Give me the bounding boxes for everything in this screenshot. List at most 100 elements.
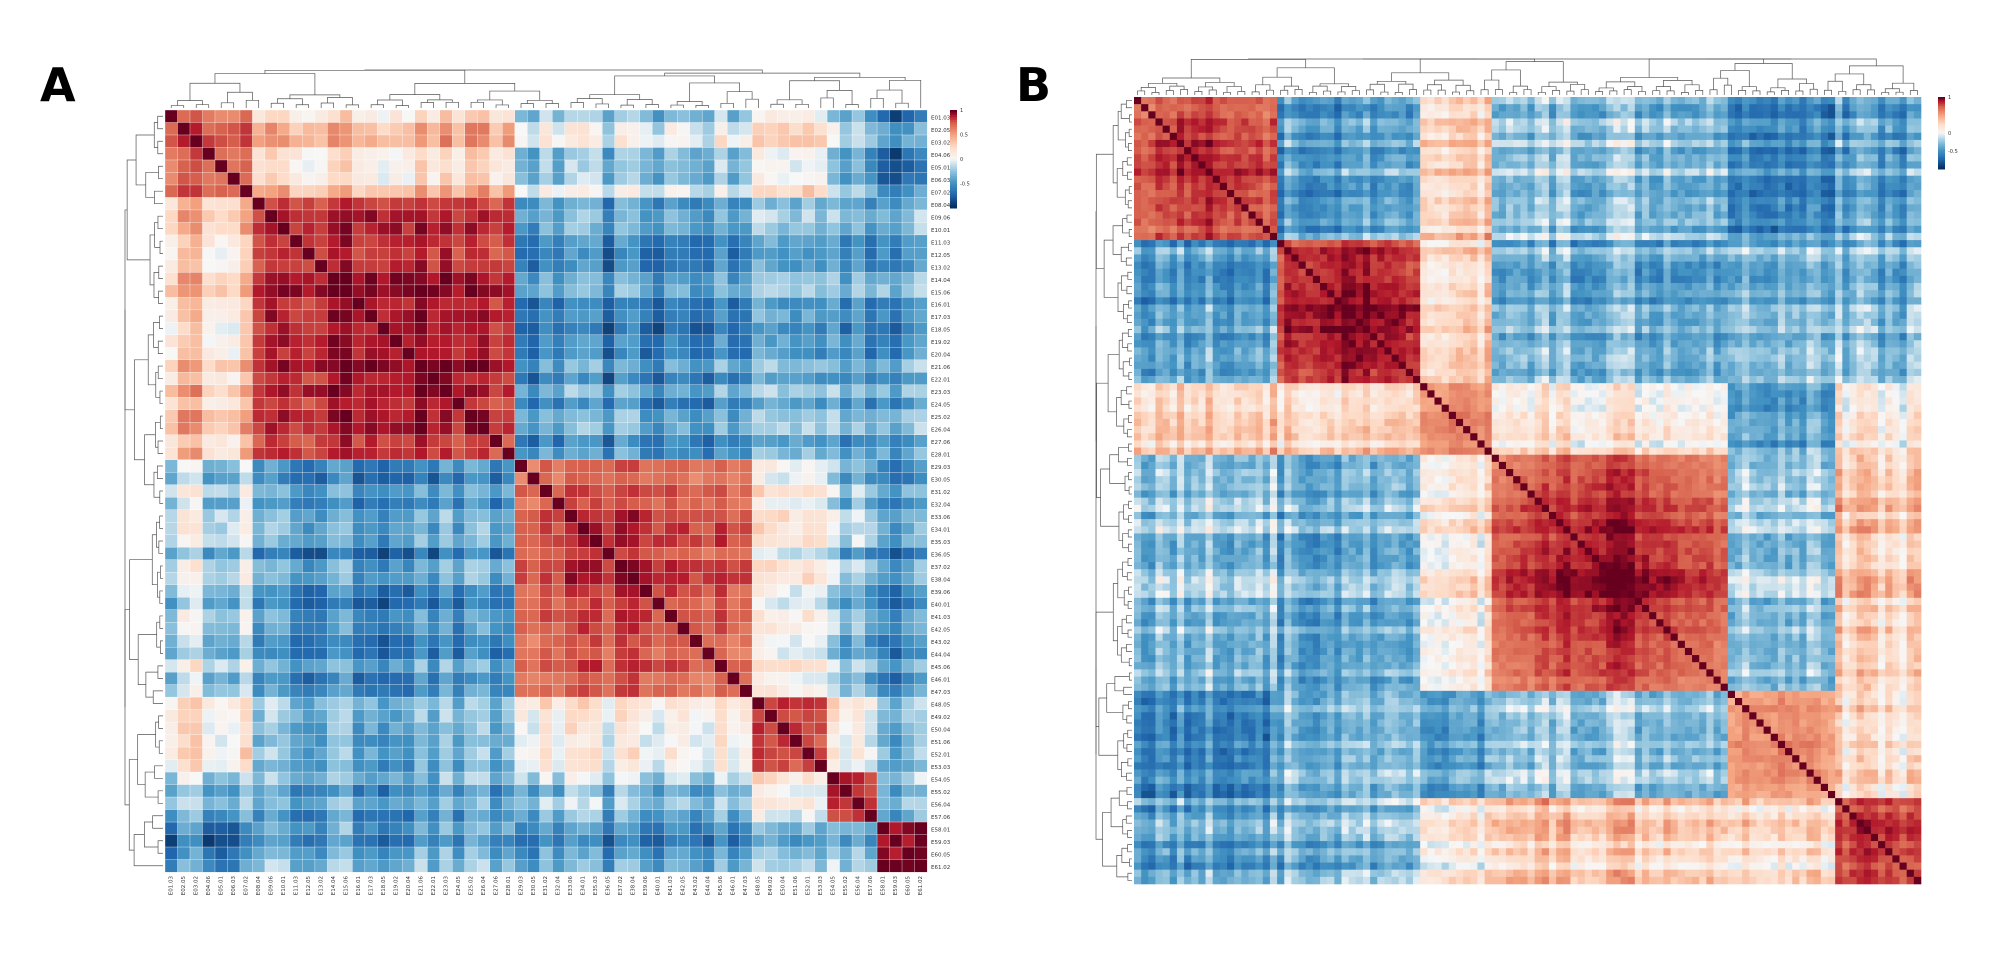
heatmap-cell (701, 209, 716, 223)
heatmap-cell (589, 397, 603, 411)
heatmap-cell (327, 771, 341, 786)
heatmap-cell (1341, 97, 1349, 105)
colorbar-segment (950, 127, 957, 131)
col-tick-label: E54.05 (831, 876, 837, 896)
heatmap-cell (452, 434, 466, 448)
heatmap-cell (264, 159, 278, 173)
heatmap-cell (714, 184, 728, 198)
heatmap-cell (1241, 125, 1249, 134)
heatmap-cell (639, 621, 653, 636)
heatmap-cell (714, 284, 728, 298)
dendrogram-link (495, 104, 509, 108)
heatmap-cell (477, 684, 491, 698)
heatmap-cell (189, 397, 203, 411)
heatmap-cell (814, 859, 828, 873)
heatmap-cell (589, 522, 603, 536)
heatmap-cell (1548, 97, 1557, 105)
heatmap-cell (227, 434, 241, 448)
heatmap-cell (1362, 104, 1371, 112)
heatmap-cell (302, 434, 316, 448)
heatmap-cell (1434, 111, 1442, 119)
heatmap-cell (464, 621, 478, 636)
heatmap-cell (289, 597, 303, 611)
heatmap-cell (514, 534, 528, 548)
heatmap-cell (776, 534, 791, 548)
heatmap-cell (1885, 111, 1893, 119)
heatmap-cell (627, 559, 641, 573)
heatmap-cell (552, 134, 566, 148)
heatmap-cell (889, 434, 903, 448)
row-tick-label: E13.02 (931, 265, 950, 271)
heatmap-cell (214, 609, 228, 623)
heatmap-cell (489, 646, 503, 661)
heatmap-cell (1692, 118, 1700, 126)
heatmap-cell (664, 172, 678, 186)
heatmap-cell (402, 222, 416, 236)
heatmap-cell (1699, 125, 1707, 134)
heatmap-cell (701, 634, 716, 648)
heatmap-cell (1584, 132, 1593, 141)
heatmap-cell (589, 434, 603, 448)
dendrogram-link (227, 91, 253, 103)
heatmap-cell (1820, 97, 1829, 105)
heatmap-cell (564, 259, 578, 273)
heatmap-cell (352, 322, 366, 336)
heatmap-cell (514, 284, 528, 298)
heatmap-cell (1670, 125, 1679, 134)
heatmap-cell (264, 821, 278, 835)
heatmap-cell (789, 397, 803, 411)
heatmap-cell (1291, 104, 1299, 112)
dendrogram-link (157, 790, 163, 804)
heatmap-cell (527, 484, 541, 498)
heatmap-cell (577, 309, 591, 323)
heatmap-cell (876, 497, 890, 511)
heatmap-cell (789, 509, 803, 523)
col-tick-label: E57.06 (868, 876, 874, 896)
heatmap-cell (589, 409, 603, 423)
heatmap-cell (826, 809, 841, 823)
heatmap-cell (214, 447, 228, 461)
heatmap-cell (627, 547, 641, 561)
heatmap-cell (876, 347, 890, 361)
heatmap-cell (826, 209, 841, 223)
heatmap-cell (302, 572, 316, 586)
heatmap-cell (302, 597, 316, 611)
heatmap-cell (439, 434, 453, 448)
heatmap-cell (414, 547, 428, 561)
heatmap-cell (189, 447, 203, 461)
heatmap-cell (177, 384, 191, 398)
heatmap-cell (214, 659, 228, 673)
heatmap-cell (1713, 139, 1721, 148)
heatmap-cell (801, 184, 816, 198)
heatmap-cell (1563, 139, 1571, 148)
heatmap-cell (776, 659, 791, 673)
heatmap-cell (864, 409, 878, 423)
heatmap-cell (477, 547, 491, 561)
heatmap-cell (252, 109, 266, 123)
heatmap-cell (539, 771, 553, 786)
heatmap-cell (1391, 139, 1400, 148)
heatmap-cell (1484, 104, 1493, 112)
heatmap-cell (252, 359, 266, 373)
heatmap-cell (427, 547, 441, 561)
heatmap-cell (377, 197, 391, 211)
heatmap-cell (676, 259, 691, 273)
heatmap-cell (1763, 125, 1772, 134)
heatmap-cell (676, 359, 691, 373)
heatmap-cell (414, 234, 428, 248)
heatmap-cell (789, 459, 803, 473)
heatmap-cell (739, 709, 753, 723)
heatmap-cell (352, 447, 366, 461)
heatmap-cell (602, 771, 616, 786)
heatmap-cell (577, 322, 591, 336)
heatmap-cell (876, 597, 890, 611)
heatmap-cell (402, 134, 416, 148)
heatmap-cell (1191, 139, 1199, 148)
heatmap-cell (352, 197, 366, 211)
heatmap-cell (664, 809, 678, 823)
heatmap-cell (389, 846, 403, 860)
heatmap-cell (1441, 139, 1450, 148)
heatmap-cell (914, 109, 928, 123)
heatmap-cell (1513, 147, 1521, 155)
heatmap-cell (402, 422, 416, 436)
